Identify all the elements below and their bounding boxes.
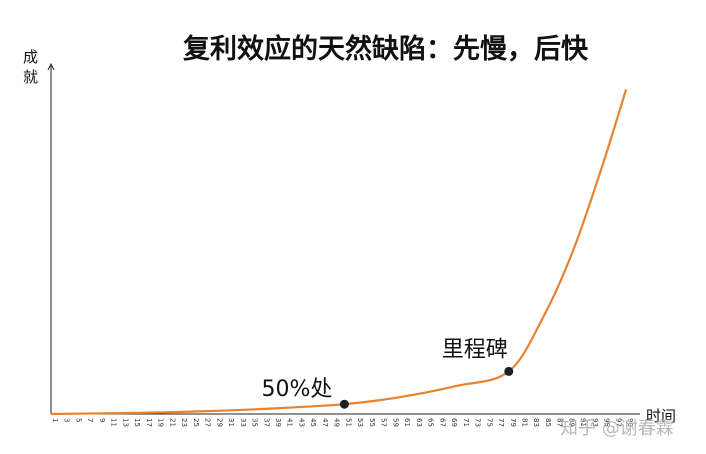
x-tick-label: 59 bbox=[391, 418, 399, 427]
x-tick-label: 9 bbox=[98, 418, 106, 422]
x-tick-label: 29 bbox=[215, 418, 223, 427]
watermark: 知乎 @谢春霖 bbox=[560, 418, 674, 439]
y-axis-label-line2: 就 bbox=[23, 68, 38, 86]
x-tick-label: 45 bbox=[309, 418, 317, 427]
x-tick-label: 89 bbox=[567, 418, 575, 427]
x-tick-label: 83 bbox=[532, 418, 540, 427]
x-tick-label: 79 bbox=[509, 418, 517, 427]
x-tick-label: 87 bbox=[556, 418, 564, 427]
x-tick-label: 17 bbox=[145, 418, 153, 427]
x-tick-label: 69 bbox=[450, 418, 458, 427]
annotation-label: 50%处 bbox=[261, 377, 332, 402]
x-tick-label: 15 bbox=[133, 418, 141, 427]
x-tick-label: 61 bbox=[403, 418, 411, 427]
x-tick-label: 99 bbox=[626, 418, 634, 427]
x-tick-label: 23 bbox=[180, 418, 188, 427]
x-tick-label: 65 bbox=[427, 418, 435, 427]
x-tick-label: 57 bbox=[380, 418, 388, 427]
x-tick-label: 93 bbox=[591, 418, 599, 427]
x-tick-label: 71 bbox=[462, 418, 470, 427]
x-tick-label: 35 bbox=[251, 418, 259, 427]
x-axis-label: 时间 bbox=[646, 407, 676, 425]
x-tick-label: 13 bbox=[121, 418, 129, 427]
x-tick-label: 25 bbox=[192, 418, 200, 427]
annotation-point bbox=[504, 366, 514, 376]
x-tick-label: 85 bbox=[544, 418, 552, 427]
x-tick-label: 27 bbox=[204, 418, 212, 427]
x-tick-label: 75 bbox=[485, 418, 493, 427]
x-tick-label: 47 bbox=[321, 418, 329, 427]
x-tick-label: 77 bbox=[497, 418, 505, 427]
x-tick-label: 95 bbox=[603, 418, 611, 427]
x-tick-label: 73 bbox=[474, 418, 482, 427]
x-tick-label: 11 bbox=[110, 418, 118, 427]
y-axis-arrow bbox=[47, 62, 55, 71]
x-tick-label: 67 bbox=[438, 418, 446, 427]
x-tick-label: 31 bbox=[227, 418, 235, 427]
annotations: 50%处 里程碑 bbox=[261, 337, 514, 409]
annotation-label: 里程碑 bbox=[442, 337, 508, 362]
x-tick-label: 97 bbox=[614, 418, 622, 427]
x-tick-labels: 1 3 5 7 9 11 13 15 17 19 21 23 25 27 29 31 33 35 37 39 41 43 4… bbox=[51, 418, 634, 427]
x-tick-label: 39 bbox=[274, 418, 282, 427]
chart-title: 复利效应的天然缺陷：先慢，后快 bbox=[183, 33, 589, 65]
x-tick-label: 63 bbox=[415, 418, 423, 427]
y-axis-label-line1: 成 bbox=[23, 48, 38, 66]
x-tick-label: 37 bbox=[262, 418, 270, 427]
x-tick-label: 53 bbox=[356, 418, 364, 427]
x-tick-label: 55 bbox=[368, 418, 376, 427]
x-tick-label: 51 bbox=[344, 418, 352, 427]
x-tick-label: 81 bbox=[521, 418, 529, 427]
x-tick-label: 91 bbox=[579, 418, 587, 427]
series-line bbox=[50, 88, 628, 416]
x-tick-label: 41 bbox=[286, 418, 294, 427]
x-tick-label: 5 bbox=[75, 418, 83, 422]
x-tick-label: 43 bbox=[298, 418, 306, 427]
x-tick-label: 49 bbox=[333, 418, 341, 427]
x-tick-label: 33 bbox=[239, 418, 247, 427]
x-tick-label: 7 bbox=[86, 418, 94, 422]
x-tick-label: 19 bbox=[157, 418, 165, 427]
x-tick-label: 1 bbox=[51, 418, 59, 422]
x-tick-label: 21 bbox=[168, 418, 176, 427]
x-tick-label: 3 bbox=[63, 418, 71, 422]
annotation-point bbox=[339, 399, 349, 409]
